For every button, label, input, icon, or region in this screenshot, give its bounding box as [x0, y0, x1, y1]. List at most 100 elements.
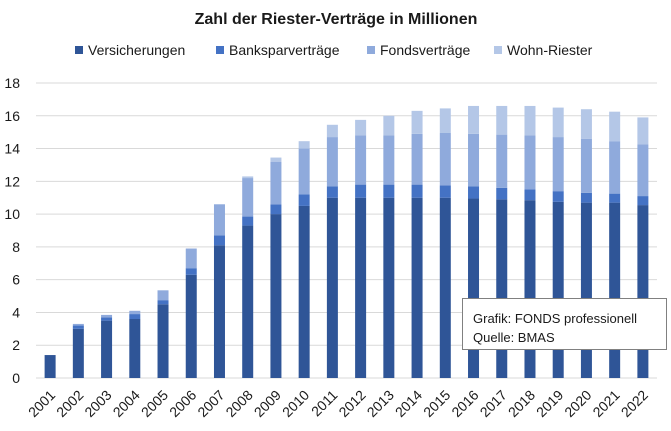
x-tick-label: 2022 — [618, 387, 651, 420]
bar-2018-series-3 — [524, 105, 536, 136]
bar-2013-series-1 — [383, 184, 395, 198]
y-tick-label: 4 — [12, 304, 20, 320]
x-tick-label: 2016 — [448, 387, 481, 420]
bar-2022-series-1 — [637, 196, 649, 206]
bar-2016-series-2 — [468, 133, 480, 187]
bar-2013-series-0 — [383, 197, 395, 378]
bar-2016-series-3 — [468, 105, 480, 134]
bar-2012-series-3 — [355, 119, 367, 136]
bar-2009-series-3 — [270, 157, 282, 162]
bar-2006-series-1 — [185, 268, 197, 275]
source-origin: Quelle: BMAS — [473, 330, 555, 345]
x-tick-label: 2001 — [25, 387, 58, 420]
bar-2009-series-1 — [270, 204, 282, 215]
bar-2001-series-0 — [44, 355, 56, 378]
bar-2014-series-3 — [411, 110, 423, 134]
y-tick-label: 14 — [4, 141, 20, 157]
legend-label: Versicherungen — [88, 42, 185, 58]
y-tick-label: 6 — [12, 272, 20, 288]
bar-2011-series-2 — [326, 137, 338, 187]
bar-2018-series-2 — [524, 135, 536, 190]
bar-2009-series-2 — [270, 161, 282, 205]
bar-2016-series-1 — [468, 186, 480, 199]
bar-2012-series-0 — [355, 197, 367, 378]
bar-2022-series-2 — [637, 144, 649, 197]
bar-2019-series-1 — [552, 191, 564, 202]
bar-2005-series-1 — [157, 300, 169, 305]
bar-2014-series-2 — [411, 133, 423, 185]
bar-2004-series-2 — [129, 310, 141, 315]
x-tick-label: 2020 — [561, 387, 594, 420]
bar-2013-series-2 — [383, 135, 395, 185]
bar-2012-series-1 — [355, 184, 367, 198]
y-tick-label: 8 — [12, 239, 20, 255]
bar-2014-series-1 — [411, 184, 423, 198]
bar-2016-series-0 — [468, 198, 480, 378]
x-tick-label: 2011 — [308, 387, 341, 420]
legend-swatch — [494, 46, 502, 54]
source-credit: Grafik: FONDS professionell — [473, 311, 637, 326]
bar-2022-series-0 — [637, 205, 649, 378]
y-tick-label: 2 — [12, 337, 20, 353]
y-tick-label: 0 — [12, 370, 20, 386]
bar-2019-series-3 — [552, 107, 564, 138]
bar-2011-series-0 — [326, 197, 338, 378]
bar-2004-series-1 — [129, 314, 141, 319]
bar-2008-series-1 — [242, 216, 254, 226]
bar-2022-series-3 — [637, 117, 649, 145]
x-tick-label: 2008 — [222, 387, 255, 420]
x-tick-label: 2017 — [477, 387, 510, 420]
x-axis-ticks: 2001200220032004200520062007200820092010… — [25, 387, 651, 420]
y-tick-label: 12 — [4, 173, 20, 189]
bar-2002-series-2 — [72, 323, 84, 326]
x-tick-label: 2013 — [364, 387, 397, 420]
bar-2013-series-3 — [383, 115, 395, 136]
bar-2018-series-0 — [524, 200, 536, 378]
bar-2017-series-3 — [496, 105, 508, 135]
bar-2021-series-0 — [609, 202, 621, 378]
legend-label: Wohn-Riester — [507, 42, 593, 58]
source-box: Grafik: FONDS professionell Quelle: BMAS — [462, 298, 667, 350]
bar-2010-series-2 — [298, 148, 310, 195]
x-tick-label: 2007 — [194, 387, 227, 420]
x-tick-label: 2019 — [533, 387, 566, 420]
bars — [44, 105, 649, 378]
bar-2008-series-0 — [242, 225, 254, 378]
bar-2011-series-3 — [326, 124, 338, 138]
bar-2002-series-0 — [72, 328, 84, 378]
bar-2019-series-2 — [552, 137, 564, 192]
x-tick-label: 2014 — [392, 387, 425, 420]
x-tick-label: 2004 — [110, 387, 143, 420]
legend: Versicherungen Banksparverträge Fondsvertr… — [75, 42, 593, 58]
x-tick-label: 2010 — [279, 387, 312, 420]
bar-2006-series-0 — [185, 274, 197, 378]
bar-2011-series-1 — [326, 186, 338, 198]
x-tick-label: 2018 — [505, 387, 538, 420]
legend-swatch — [216, 46, 224, 54]
legend-swatch — [367, 46, 375, 54]
bar-2015-series-2 — [439, 132, 451, 186]
x-tick-label: 2003 — [81, 387, 114, 420]
bar-2019-series-0 — [552, 201, 564, 378]
bar-2014-series-0 — [411, 197, 423, 378]
bar-2018-series-1 — [524, 189, 536, 201]
bar-2020-series-1 — [580, 192, 592, 203]
bar-2003-series-0 — [101, 320, 113, 378]
bar-2017-series-0 — [496, 199, 508, 378]
legend-label: Fondsverträge — [380, 42, 470, 58]
bar-2008-series-3 — [242, 176, 254, 179]
bar-2021-series-3 — [609, 111, 621, 142]
bar-2015-series-3 — [439, 108, 451, 133]
y-tick-label: 16 — [4, 108, 20, 124]
bar-2002-series-1 — [72, 325, 84, 329]
bar-2007-series-1 — [213, 235, 225, 246]
bar-2009-series-0 — [270, 214, 282, 378]
bar-2012-series-2 — [355, 135, 367, 185]
x-tick-label: 2021 — [589, 387, 622, 420]
legend-swatch — [75, 46, 83, 54]
x-tick-label: 2006 — [166, 387, 199, 420]
y-tick-label: 10 — [4, 206, 20, 222]
y-tick-label: 18 — [4, 75, 20, 91]
